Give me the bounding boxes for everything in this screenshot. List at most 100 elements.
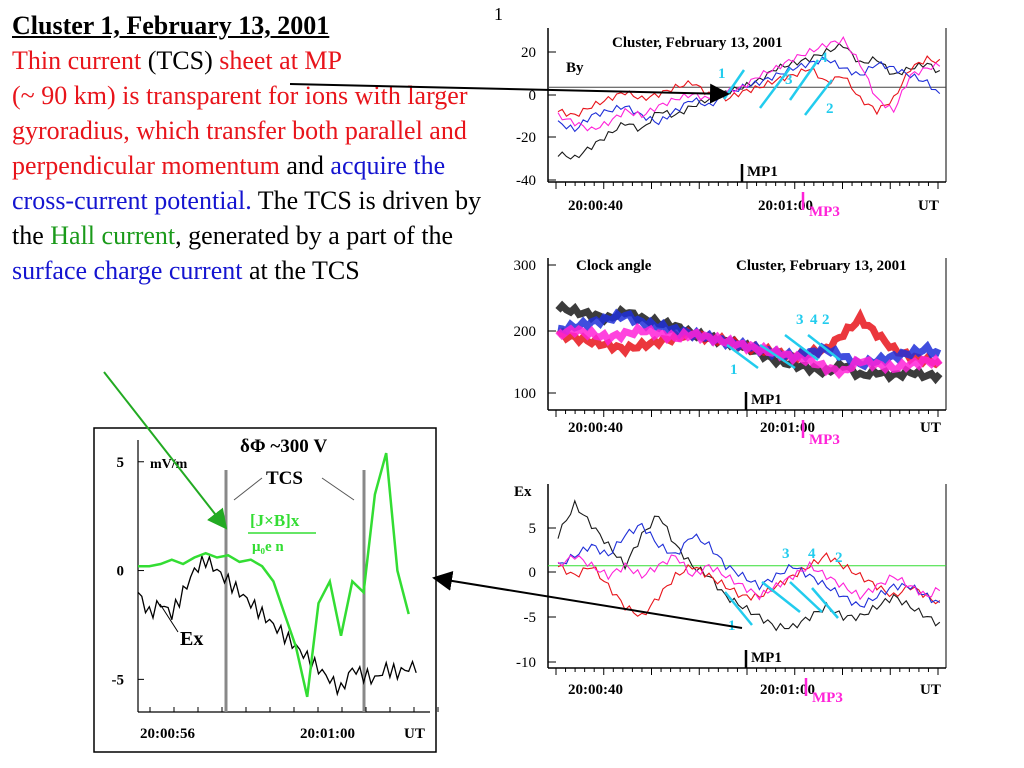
spacecraft-label-4: 4 [808, 546, 816, 562]
spacecraft-label-3: 3 [782, 546, 790, 562]
mp1-label: MP1 [751, 392, 782, 408]
inset-x-tick-label: 20:00:56 [140, 726, 195, 742]
x-tick-label: UT [920, 420, 941, 436]
crossing-segment [724, 591, 753, 626]
chart-clock-angle: 300 200 100 20:00:40 20:01:00 UT Cluster, Febr… [514, 258, 947, 448]
y-axis-label: By [566, 60, 584, 76]
text-driven-by: The TCS is driven by the [12, 186, 482, 250]
text-surface-charge: surface charge current [12, 256, 243, 285]
spacecraft-label-3: 3 [796, 312, 804, 328]
slide-title: Cluster 1, February 13, 2001 [12, 11, 330, 40]
inset-frame [93, 427, 437, 753]
annotation-jxb: [J×B]x [250, 511, 300, 530]
mp3-label: MP3 [809, 432, 840, 448]
arrow-to-inset [432, 571, 743, 629]
y-axis-label: Ex [514, 484, 532, 500]
y-tick-label: 100 [514, 386, 537, 402]
text-transparent: (~ 90 km) is transparent for ions with l… [12, 81, 468, 180]
series-line-red [557, 552, 941, 617]
y-tick-label: -20 [516, 130, 536, 146]
inset-x-tick-label: UT [404, 726, 425, 742]
crossing-segment [726, 343, 759, 370]
chart-title: Cluster, February 13, 2001 [736, 258, 907, 274]
y-tick-label: 0 [529, 88, 537, 104]
mp3-label: MP3 [812, 690, 843, 706]
arrows [103, 83, 743, 629]
spacecraft-label-3: 3 [785, 72, 793, 88]
chart-inset-ex: 5 0 -5 20:00:56 20:01:00 UT mV/m δΦ ~300 V TCS [J… [93, 427, 439, 753]
spacecraft-label-2: 2 [822, 312, 830, 328]
series-line-blue [557, 56, 941, 133]
crossing-segment [807, 334, 841, 361]
y-tick-label: 300 [514, 258, 537, 274]
series-line-magenta [557, 36, 941, 132]
series-line-black [557, 42, 941, 160]
annotation-tcs: TCS [266, 468, 303, 489]
y-tick-label: -40 [516, 173, 536, 189]
x-tick-label: 20:00:40 [568, 682, 623, 698]
series-line-red [557, 55, 941, 118]
annotation-mu0en: μ₀e n [252, 539, 284, 555]
text-at-tcs: at the TCS [242, 256, 360, 285]
inset-series-black [137, 553, 417, 697]
spacecraft-label-4: 4 [810, 312, 818, 328]
crossing-segment [804, 79, 833, 116]
crossing-segment [759, 343, 796, 370]
series-line-magenta [555, 322, 943, 380]
mp3-label: MP3 [809, 204, 840, 220]
slide-text-block: Cluster 1, February 13, 2001 Thin curren… [12, 8, 492, 288]
inset-x-tick-label: 20:01:00 [300, 726, 355, 742]
inset-y-tick-label: 5 [117, 455, 125, 471]
x-tick-label: 20:01:00 [760, 420, 815, 436]
tcs-bracket-right [321, 477, 355, 501]
crossing-segment [784, 334, 819, 361]
crossing-segment [761, 581, 801, 613]
ex-pointer [159, 603, 179, 633]
arrow-to-by-crossing [289, 83, 730, 104]
tcs-bracket-left [233, 477, 263, 501]
mp1-label: MP1 [747, 164, 778, 180]
y-tick-label: 20 [521, 45, 536, 61]
text-sheet-at-mp: sheet at MP [212, 46, 342, 75]
series-line-blue [557, 522, 941, 608]
x-tick-label: 20:01:00 [760, 682, 815, 698]
y-tick-label: 200 [514, 324, 537, 340]
inset-y-unit: mV/m [150, 457, 188, 472]
y-tick-label: 5 [529, 521, 537, 537]
y-axis-label: Clock angle [576, 258, 652, 274]
spacecraft-label-4: 4 [820, 50, 828, 66]
arrow-hall-to-jxb [103, 371, 228, 530]
y-tick-label: 0 [529, 565, 537, 581]
x-tick-label: UT [920, 682, 941, 698]
spacecraft-label-2: 2 [826, 101, 834, 117]
mp1-label: MP1 [751, 650, 782, 666]
text-thin-current: Thin current [12, 46, 142, 75]
spacecraft-label-2: 2 [835, 550, 843, 566]
spacecraft-label-1: 1 [730, 362, 738, 378]
text-cross-current: acquire the cross-current potential. [12, 151, 446, 215]
crossing-segment [788, 59, 820, 101]
inset-series-green [138, 452, 410, 698]
x-tick-label: UT [918, 198, 939, 214]
text-hall-current: Hall current [50, 221, 176, 250]
chart-by: 20 0 -20 -40 20:00:40 20:01:00 UT Cluster, Febr… [516, 28, 947, 220]
annotation-delta-phi: δΦ ~300 V [240, 436, 327, 457]
x-tick-label: 20:01:00 [758, 198, 813, 214]
y-tick-label: -5 [524, 610, 537, 626]
crossing-segment [789, 581, 823, 613]
y-tick-label: -10 [516, 655, 536, 671]
text-generated: , generated by a part of the [175, 221, 454, 250]
page-number: 1 [494, 4, 503, 24]
series-line-black [557, 499, 941, 632]
inset-y-tick-label: 0 [117, 564, 125, 580]
text-tcs: (TCS) [141, 46, 213, 75]
crossing-segment [811, 587, 839, 619]
inset-y-tick-label: -5 [112, 672, 125, 688]
text-and: and [279, 151, 331, 180]
spacecraft-label-1: 1 [718, 66, 726, 82]
chart-title: Cluster, February 13, 2001 [612, 35, 783, 51]
x-tick-label: 20:00:40 [568, 420, 623, 436]
annotation-ex: Ex [180, 628, 203, 650]
x-tick-label: 20:00:40 [568, 198, 623, 214]
